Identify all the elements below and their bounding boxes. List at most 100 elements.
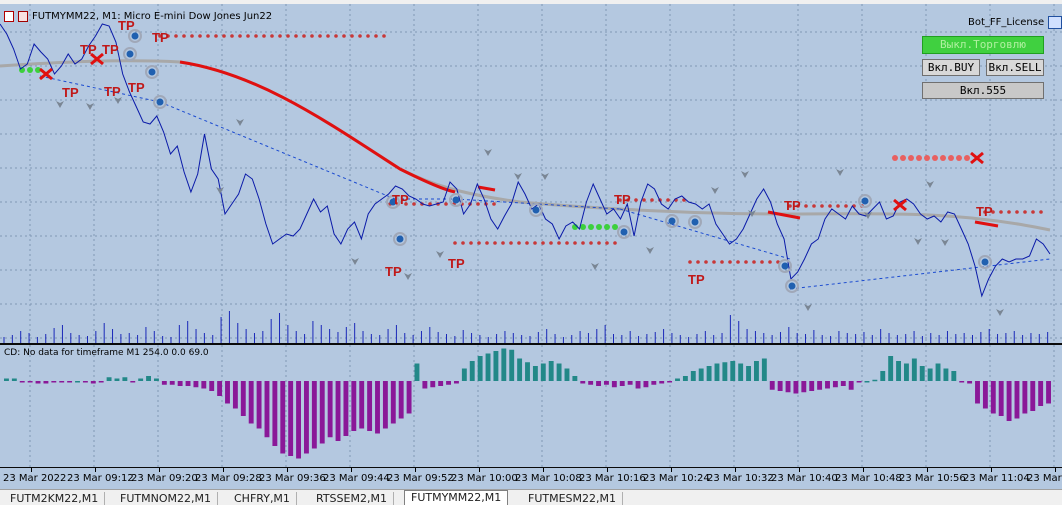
sell-toggle-button[interactable]: Вкл.SELL <box>986 59 1044 76</box>
trade-marker-core <box>126 50 134 58</box>
histogram-bar <box>375 381 380 434</box>
tp-level-dot <box>310 34 314 38</box>
histogram-bar <box>217 381 223 396</box>
tp-level-dot <box>812 204 816 208</box>
histogram-bar <box>856 381 862 383</box>
trade-marker <box>785 279 799 293</box>
indicator-panel[interactable]: CD: No data for timeframe M1 254.0 0.0 6… <box>0 345 1062 467</box>
top-strip <box>0 0 1062 4</box>
entry-level-dot <box>596 224 602 230</box>
arrow-marker <box>741 171 749 178</box>
histogram-bar <box>864 381 870 383</box>
histogram-bar <box>1006 381 1012 421</box>
chart-tab[interactable]: RTSSEM2,M1 <box>310 492 394 505</box>
tp-level-dot <box>744 260 748 264</box>
time-tick <box>287 468 288 472</box>
time-tick <box>223 468 224 472</box>
tp-level-dot <box>294 34 298 38</box>
time-tick <box>543 468 544 472</box>
tp-level-dot <box>557 241 561 245</box>
tp-level-dot <box>286 34 290 38</box>
panel-separator[interactable] <box>0 343 1062 345</box>
histogram-bar <box>651 381 657 385</box>
histogram-bar <box>319 381 325 444</box>
histogram-bar <box>311 381 317 449</box>
histogram-bar <box>793 381 799 394</box>
chart-title-text: FUTMYMM22, M1: Micro E-mini Dow Jones Ju… <box>32 11 273 22</box>
tp-level-dot <box>270 34 274 38</box>
tp-level-dot <box>533 241 537 245</box>
histogram-bar <box>327 381 333 438</box>
tp-label: TP <box>152 30 169 45</box>
chart-tab[interactable]: FUTM2KM22,M1 <box>4 492 106 505</box>
price-chart-svg: TP TP TP TP TP TP TP TP TP TP TP TP TP TP <box>0 4 1062 343</box>
histogram-bar <box>990 381 996 414</box>
tp-label: TP <box>80 42 97 57</box>
trade-marker-core <box>691 218 699 226</box>
main-chart-panel[interactable]: TP TP TP TP TP TP TP TP TP TP TP TP TP TP FUTMYMM22, … <box>0 4 1062 343</box>
histogram-bar <box>67 381 73 383</box>
tp-level-dot <box>642 198 646 202</box>
histogram-bar <box>604 381 609 385</box>
chart-tabs-bar: FUTM2KM22,M1 FUTMNOM22,M1 CHFRY,M1 RTSSEM2,… <box>0 489 1062 505</box>
histogram-bar <box>548 361 554 381</box>
license-label: Bot_FF_License <box>968 16 1062 29</box>
arrow-marker <box>914 238 922 245</box>
time-label: 23 Mar 09:20 <box>131 473 198 484</box>
chart-tab[interactable]: FUTMYMM22,M1 <box>404 490 509 505</box>
time-label: 23 Mar 09:44 <box>323 473 390 484</box>
buy-toggle-button[interactable]: Вкл.BUY <box>922 59 980 76</box>
trade-marker <box>778 259 792 273</box>
chart-tab[interactable]: FUTMESM22,M1 <box>522 492 623 505</box>
histogram-bar <box>154 378 159 381</box>
histogram-bar <box>809 381 815 391</box>
chart-tab[interactable]: FUTMNOM22,M1 <box>114 492 218 505</box>
histogram-bar <box>627 381 633 385</box>
arrow-marker <box>56 101 64 108</box>
histogram-bar <box>967 381 973 384</box>
tp-level-dot <box>796 204 800 208</box>
tp-level-dot <box>634 198 638 202</box>
histogram-bar <box>935 363 941 381</box>
time-label: 23 Mar 09:36 <box>259 473 326 484</box>
histogram-bar <box>469 361 475 381</box>
trade-connector-line <box>619 208 791 260</box>
tp-level-dot <box>412 202 416 206</box>
time-tick <box>415 468 416 472</box>
license-icon[interactable] <box>1048 16 1062 29</box>
tp-level-dot <box>302 34 306 38</box>
histogram-bar <box>288 381 294 456</box>
histogram-bar <box>493 351 499 381</box>
tp-level-dot <box>760 260 764 264</box>
chart-tab[interactable]: CHFRY,M1 <box>228 492 297 505</box>
tp-level-dot <box>581 241 585 245</box>
trade-toggle-button[interactable]: Выкл.Торговлю <box>922 36 1044 54</box>
histogram-bar <box>280 381 286 454</box>
time-label: 23 Mar 10:48 <box>835 473 902 484</box>
trade-marker <box>153 95 167 109</box>
lot-toggle-button[interactable]: Вкл.555 <box>922 82 1044 99</box>
histogram-bar <box>414 363 420 381</box>
tp-level-dot <box>492 202 496 206</box>
histogram-bar <box>556 363 562 381</box>
histogram-bar <box>11 378 17 381</box>
histogram-bar <box>517 358 523 381</box>
tp-level-dot <box>166 34 170 38</box>
histogram-bar <box>390 381 396 424</box>
histogram-bar <box>888 356 894 381</box>
histogram-bar <box>675 378 680 381</box>
tp-level-dot <box>222 34 226 38</box>
arrow-marker <box>351 258 359 265</box>
arrow-marker <box>591 263 599 270</box>
histogram-bar <box>919 366 925 381</box>
trade-marker <box>858 194 872 208</box>
tp-level-dot <box>485 241 489 245</box>
tp-level-dot <box>461 241 465 245</box>
histogram-bar <box>59 381 65 383</box>
trade-marker-core <box>861 197 869 205</box>
histogram-bar <box>240 381 246 416</box>
arrow-marker <box>216 187 224 194</box>
entry-level-dot <box>916 155 922 161</box>
tp-level-dot <box>1007 210 1011 214</box>
histogram-bar <box>185 381 191 386</box>
